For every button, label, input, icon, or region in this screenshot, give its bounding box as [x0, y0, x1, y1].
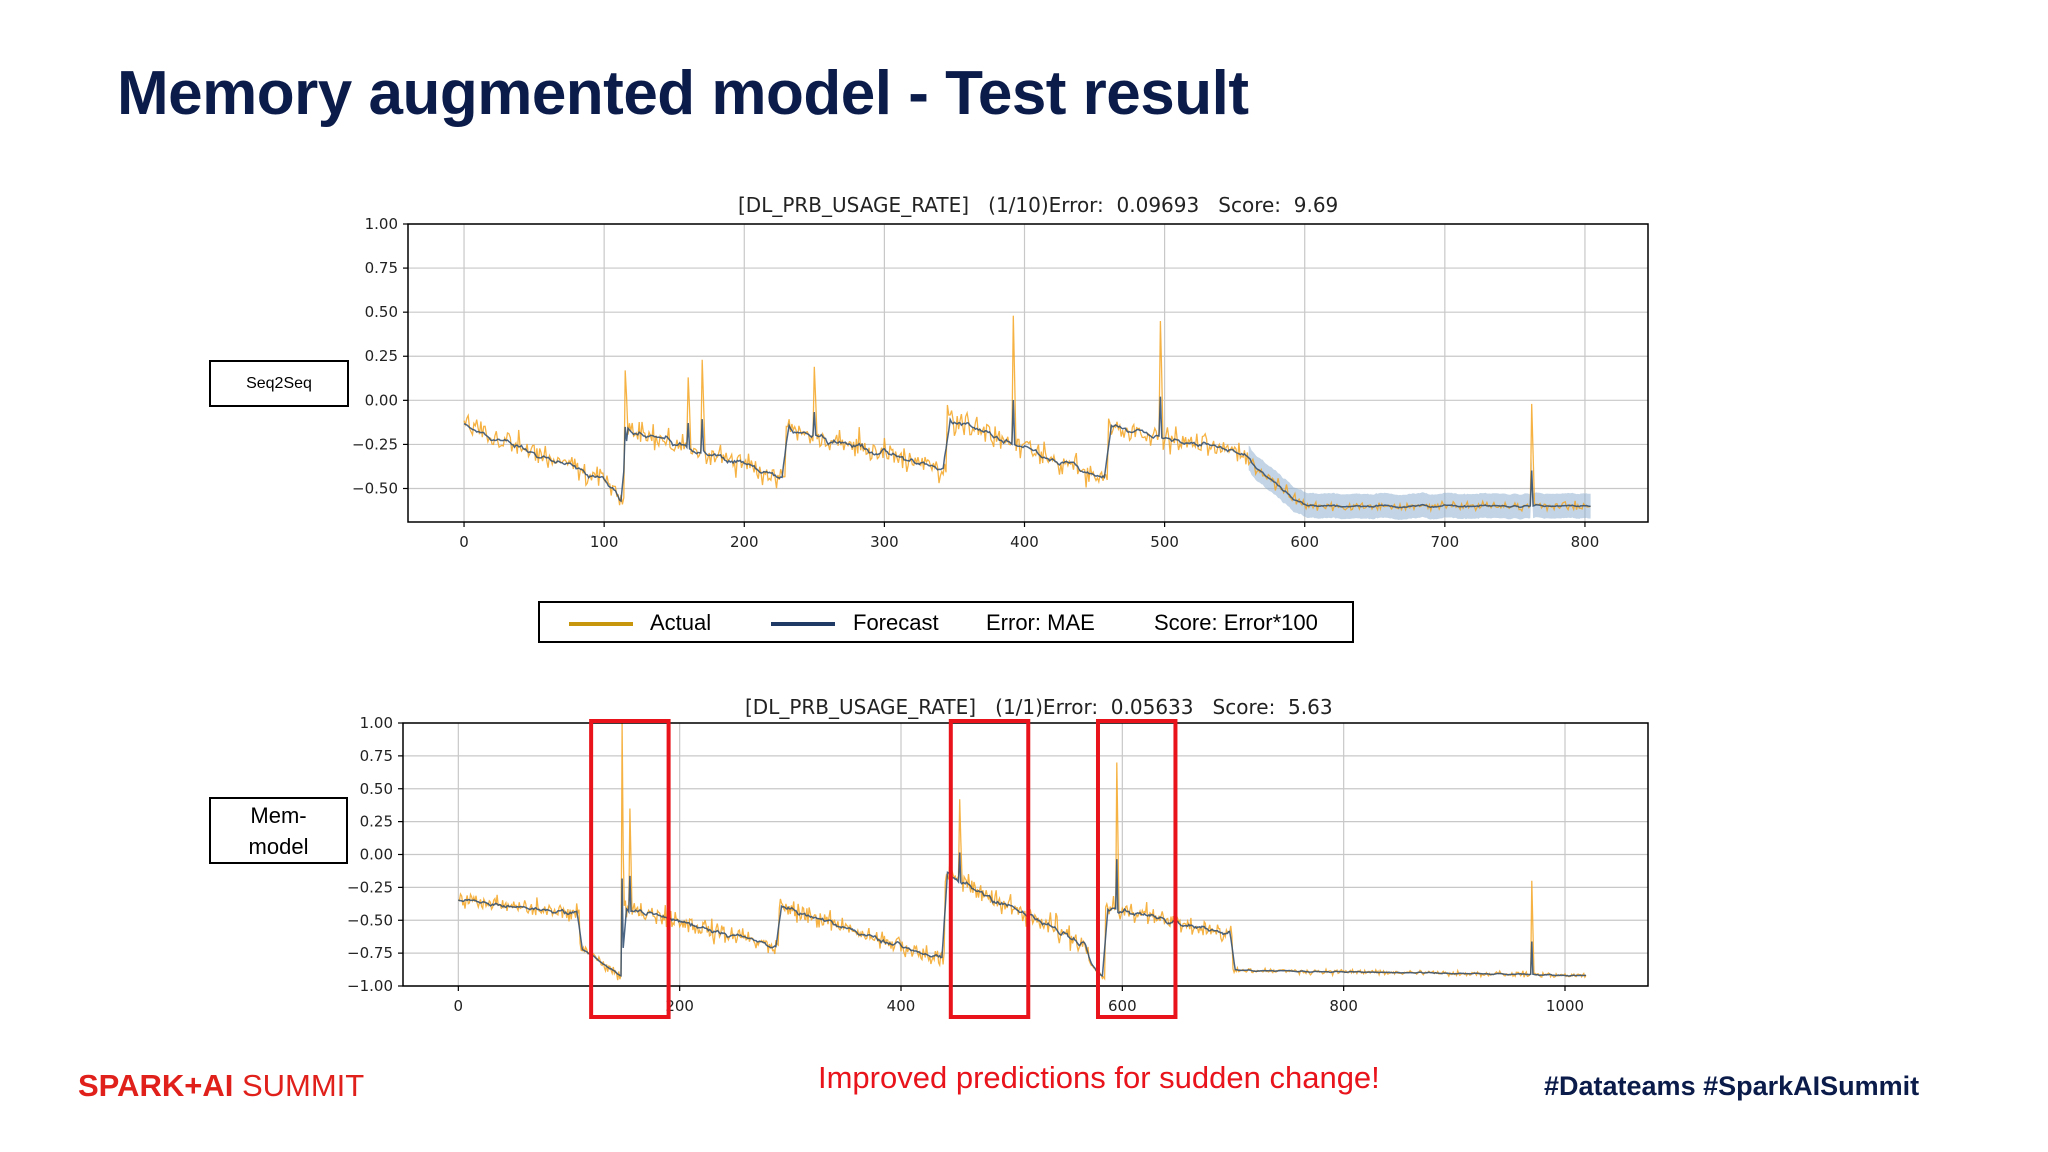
mem-ytick-label: 0.75: [360, 747, 393, 765]
seq2seq-xtick-label: 600: [1290, 533, 1319, 551]
mem-highlight-box: [589, 719, 671, 1019]
mem-highlight-box: [1095, 719, 1178, 1019]
mem-ytick-label: 0.00: [360, 846, 393, 864]
model-label-mem-model: Mem- model: [209, 797, 348, 864]
mem-xtick-label: 0: [454, 997, 464, 1015]
seq2seq-ytick-label: 0.00: [365, 391, 398, 409]
legend-forecast-swatch: [771, 622, 835, 626]
mem-ytick-label: −1.00: [347, 977, 393, 995]
seq2seq-xtick-label: 800: [1571, 533, 1600, 551]
mem-xtick-label: 1000: [1546, 997, 1584, 1015]
model-label-mem-line2: model: [248, 833, 309, 859]
legend-score-label: Score: Error*100: [1154, 610, 1318, 635]
spark-ai-summit-logo: SPARK+AI SUMMIT: [78, 1068, 364, 1104]
seq2seq-xtick-label: 500: [1150, 533, 1179, 551]
seq2seq-xtick-label: 100: [590, 533, 619, 551]
chart-title-mem-model: [DL_PRB_USAGE_RATE] (1/1)Error: 0.05633 …: [745, 695, 1333, 719]
seq2seq-xtick-label: 200: [730, 533, 759, 551]
mem-ytick-label: −0.50: [347, 911, 393, 929]
mem-xtick-label: 400: [887, 997, 916, 1015]
mem-xtick-label: 600: [1108, 997, 1137, 1015]
seq2seq-ytick-label: 0.25: [365, 347, 398, 365]
model-label-mem-line1: Mem-: [250, 802, 307, 828]
mem-ytick-label: 0.50: [360, 780, 393, 798]
seq2seq-xtick-label: 0: [459, 533, 469, 551]
seq2seq-xtick-label: 400: [1010, 533, 1039, 551]
legend-error-label: Error: MAE: [986, 610, 1095, 635]
seq2seq-ytick-label: −0.25: [352, 435, 398, 453]
seq2seq-ytick-label: 0.50: [365, 303, 398, 321]
model-label-seq2seq-text: Seq2Seq: [246, 374, 312, 392]
logo-bold: SPARK+AI: [78, 1068, 234, 1103]
mem-xtick-label: 200: [665, 997, 694, 1015]
mem-series-forecast: [457, 852, 1586, 978]
seq2seq-series-forecast: [463, 396, 1591, 509]
seq2seq-plot-frame: [407, 223, 1649, 523]
seq2seq-xtick-label: 700: [1431, 533, 1460, 551]
legend: Actual Forecast Error: MAE Score: Error*…: [538, 601, 1354, 643]
seq2seq-series-actual: [463, 315, 1591, 513]
seq2seq-ytick-label: −0.50: [352, 479, 398, 497]
legend-actual-label: Actual: [650, 610, 712, 635]
mem-ytick-label: 0.25: [360, 813, 393, 831]
mem-ytick-label: 1.00: [360, 714, 393, 732]
mem-ytick-label: −0.75: [347, 944, 393, 962]
mem-xtick-label: 800: [1329, 997, 1358, 1015]
legend-forecast-label: Forecast: [853, 610, 939, 635]
slide-title: Memory augmented model - Test result: [117, 59, 1249, 128]
model-label-seq2seq: Seq2Seq: [209, 360, 349, 407]
seq2seq-confidence-band: [1248, 445, 1591, 520]
seq2seq-xtick-label: 300: [870, 533, 899, 551]
mem-ytick-label: −0.25: [347, 878, 393, 896]
mem-series-actual: [458, 722, 1587, 981]
logo-light: SUMMIT: [241, 1068, 365, 1103]
seq2seq-ytick-label: 0.75: [365, 259, 398, 277]
legend-actual-swatch: [569, 622, 633, 626]
mem-highlight-box: [948, 719, 1031, 1019]
seq2seq-ytick-label: 1.00: [365, 215, 398, 233]
chart-title-seq2seq: [DL_PRB_USAGE_RATE] (1/10)Error: 0.09693…: [738, 193, 1339, 217]
hashtags: #Datateams #SparkAISummit: [1544, 1071, 1920, 1101]
improvement-note: Improved predictions for sudden change!: [818, 1060, 1380, 1095]
